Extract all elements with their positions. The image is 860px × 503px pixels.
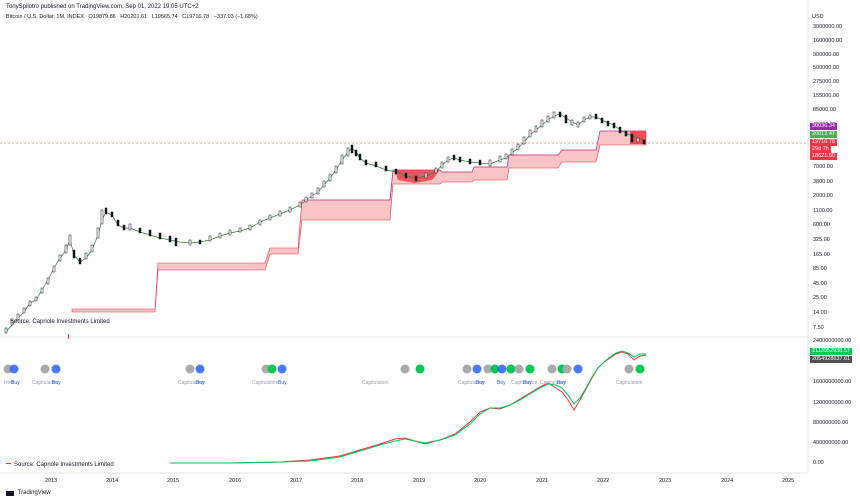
signal-label: Capitulation xyxy=(252,380,279,386)
ohlc-open: O19879.86 xyxy=(88,14,116,20)
ohlc-close: C19716.78 xyxy=(182,14,210,20)
signal-label: Hodl xyxy=(4,380,15,386)
signal-label: Capitulation xyxy=(540,380,567,386)
signal-label: Capitulation xyxy=(178,380,205,386)
hash-rate-line xyxy=(170,351,647,464)
time-tick-label: 2017 xyxy=(290,478,303,484)
red-marker xyxy=(68,334,69,339)
source-label-upper: Source: Capriole Investments Limited xyxy=(10,319,110,325)
time-tick-label: 2023 xyxy=(659,478,672,484)
signal-label: Capitulation xyxy=(362,380,389,386)
candlesticks[interactable] xyxy=(4,111,646,334)
time-tick-label: 2024 xyxy=(721,478,734,484)
signal-label: Buy xyxy=(557,380,566,386)
signal-label: Buy xyxy=(476,380,485,386)
signal-label: Capitulation xyxy=(32,380,59,386)
indicator-tick-label: 800000000.00 xyxy=(813,420,849,426)
time-axis-ticks xyxy=(51,473,790,476)
price-tick-label: 500000.00 xyxy=(813,65,839,72)
ohlc-low: L19565.74 xyxy=(151,14,178,20)
price-tick-label: 7000.00 xyxy=(813,164,833,170)
indicator-tick-label: 1600000000.00 xyxy=(813,379,852,385)
current-zone xyxy=(630,131,646,144)
publish-info: TonySpilotro published on TradingView.co… xyxy=(6,4,199,10)
price-tick-label: 165.00 xyxy=(813,251,830,258)
indicator-tick-label: 0.00 xyxy=(813,460,824,466)
legend-swatch xyxy=(6,463,11,464)
time-tick-label: 2018 xyxy=(351,478,364,484)
ohlc-high: H20201.61 xyxy=(120,14,148,20)
indicator-badge: 2113952938.57 xyxy=(810,348,852,355)
axis-currency: USD xyxy=(812,14,824,20)
price-tick-label: 85000.00 xyxy=(813,107,836,113)
time-tick-label: 2019 xyxy=(413,478,426,484)
tradingview-icon xyxy=(6,490,14,496)
time-tick-label: 2013 xyxy=(45,478,58,484)
signal-dots[interactable] xyxy=(3,364,645,374)
signal-label: Buy xyxy=(523,380,532,386)
price-tick-label: 1600000.00 xyxy=(813,37,843,44)
price-badge: 29d 7h xyxy=(810,146,831,153)
indicator-tick-label: 2400000000.00 xyxy=(813,338,852,344)
price-tick-label: 900000.00 xyxy=(813,51,839,58)
price-tick-label: 3800.00 xyxy=(813,178,833,185)
brand-name: TradingView xyxy=(17,490,51,496)
price-tick-label: 275000.00 xyxy=(813,79,839,86)
price-tick-label: 155000.00 xyxy=(813,93,839,99)
price-tick-label: 2000.00 xyxy=(813,193,833,200)
signal-label: Capitulation xyxy=(616,380,643,386)
signal-label: Buy xyxy=(497,380,506,386)
hash-rate-ma-line xyxy=(170,350,646,464)
time-tick-label: 2015 xyxy=(167,478,180,484)
price-badge: 19716.78 xyxy=(810,139,837,146)
price-tick-label: 7.50 xyxy=(813,324,824,331)
source-label-lower: Source: Capriole Investments Limited xyxy=(14,462,114,468)
signal-label: Capitulation xyxy=(511,380,538,386)
price-tick-label: 85.00 xyxy=(813,266,827,273)
signal-label: Buy xyxy=(278,380,287,386)
price-tick-label: 3000000.00 xyxy=(813,24,843,30)
indicator-badge: 2054928637.61 xyxy=(810,356,853,363)
price-badge: 20012.47 xyxy=(810,131,837,138)
signal-label: Buy xyxy=(11,380,20,386)
indicator-tick-label: 1200000000.00 xyxy=(813,400,852,406)
symbol-title[interactable]: Bitcoin / U.S. Dollar, 1M, INDEX xyxy=(6,14,84,20)
time-tick-label: 2016 xyxy=(229,478,242,484)
time-tick-label: 2022 xyxy=(597,478,610,484)
upper-band-line xyxy=(302,130,646,201)
time-tick-label: 2021 xyxy=(536,478,549,484)
signal-label: Buy xyxy=(196,380,205,386)
price-badge: 18621.60 xyxy=(810,153,837,160)
tradingview-logo[interactable]: TradingView xyxy=(6,490,51,497)
price-tick-label: 1100.00 xyxy=(813,207,833,214)
price-tick-label: 600.00 xyxy=(813,222,830,229)
price-tick-label: 25.00 xyxy=(813,295,827,302)
price-badge: 30036.34 xyxy=(810,123,837,130)
price-tick-label: 325.00 xyxy=(813,237,830,243)
time-tick-label: 2020 xyxy=(474,478,487,484)
price-tick-label: 45.00 xyxy=(813,280,827,287)
symbol-legend: Bitcoin / U.S. Dollar, 1M, INDEX O19879.… xyxy=(6,14,261,20)
price-tick-label: 14.00 xyxy=(813,310,827,316)
ohlc-change: −337.03 (−1.68%) xyxy=(213,14,258,20)
signal-label: Capitulation xyxy=(458,380,485,386)
signal-label: Buy xyxy=(52,380,61,386)
indicator-tick-label: 400000000.00 xyxy=(813,440,849,446)
time-tick-label: 2014 xyxy=(106,478,119,484)
time-tick-label: 2025 xyxy=(782,478,795,484)
